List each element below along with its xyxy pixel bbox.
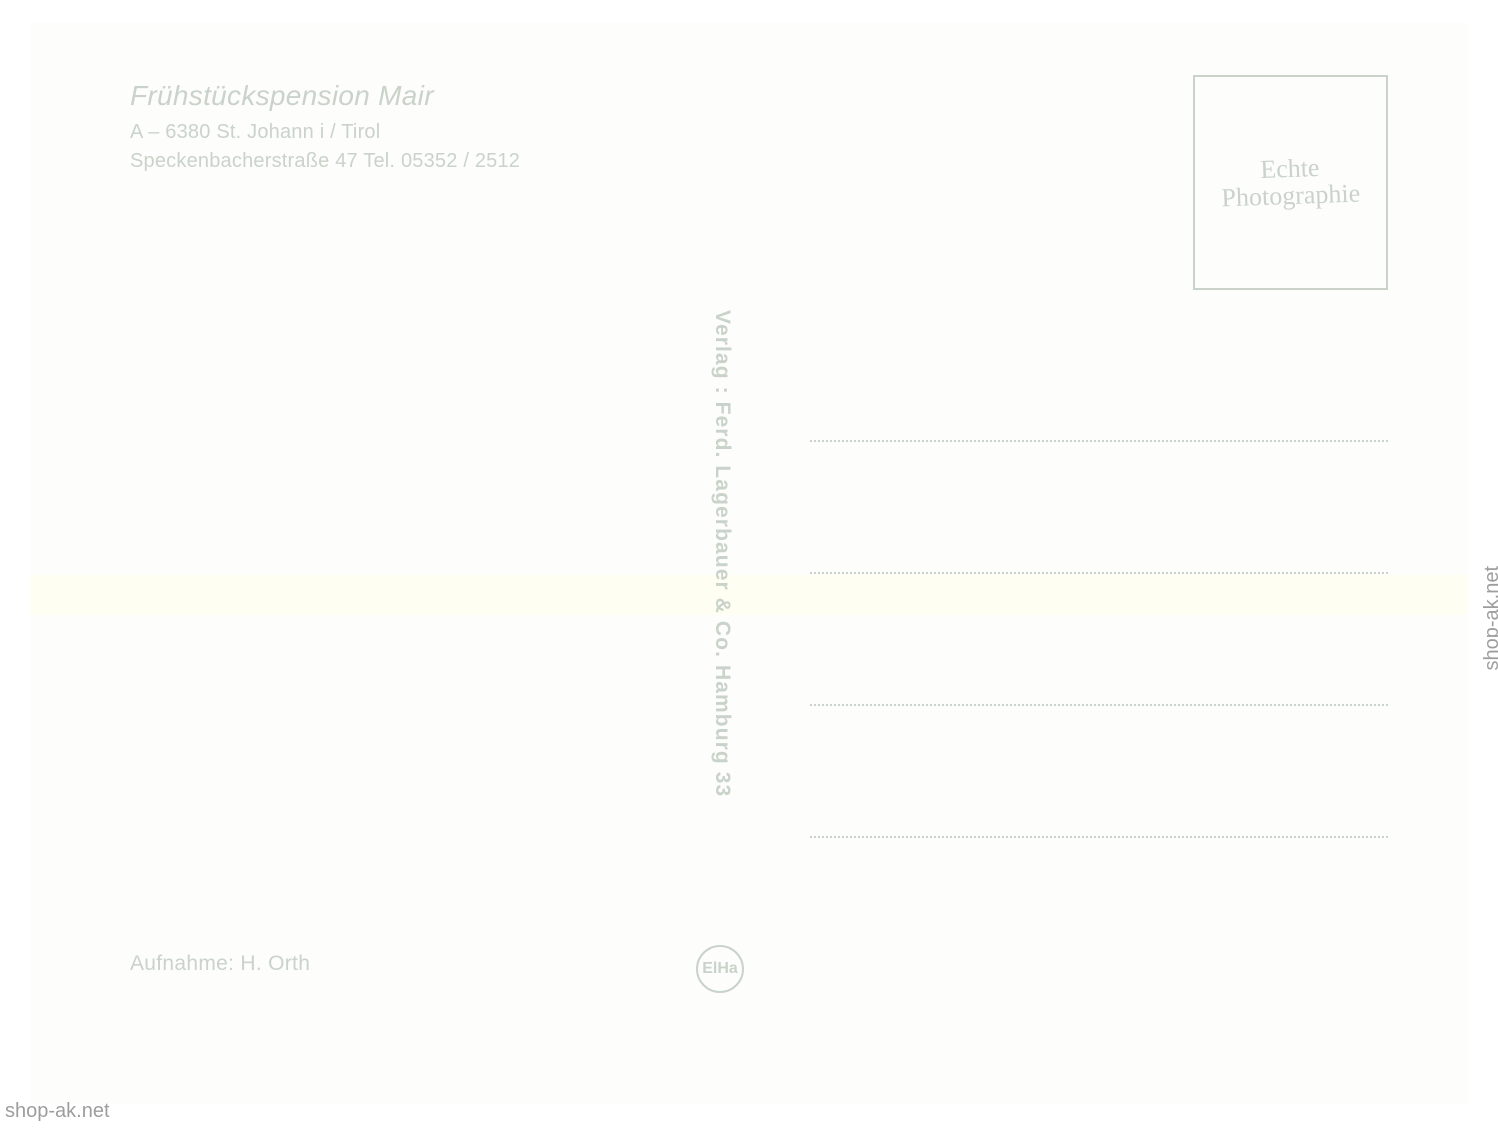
- address-line: [810, 572, 1388, 574]
- address-line: [810, 440, 1388, 442]
- stamp-placeholder-box: Echte Photographie: [1193, 75, 1388, 290]
- photo-credit: Aufnahme: H. Orth: [130, 952, 310, 976]
- publisher-imprint: Verlag : Ferd. Lagerbauer & Co. Hamburg …: [710, 310, 734, 797]
- stamp-text-line-2: Photographie: [1221, 179, 1361, 213]
- scallop-edge-left: [0, 0, 55, 1131]
- stamp-placeholder-text: Echte Photographie: [1220, 153, 1360, 212]
- publisher-logo-text: ElHa: [702, 960, 738, 978]
- sender-title: Frühstückspension Mair: [130, 80, 520, 112]
- watermark-right: shop-ak.net: [1482, 566, 1498, 671]
- address-line: [810, 704, 1388, 706]
- scallop-edge-top: [0, 0, 1498, 40]
- scallop-edge-bottom: [0, 1081, 1498, 1131]
- sender-address-line-1: A – 6380 St. Johann i / Tirol: [130, 118, 520, 147]
- publisher-logo: ElHa: [696, 945, 744, 993]
- sender-address-line-2: Speckenbacherstraße 47 Tel. 05352 / 2512: [130, 147, 520, 176]
- sender-block: Frühstückspension Mair A – 6380 St. Joha…: [130, 80, 520, 176]
- address-lines: [810, 440, 1388, 838]
- watermark-left: shop-ak.net: [5, 1100, 110, 1123]
- publisher-logo-ring: ElHa: [696, 945, 744, 993]
- address-line: [810, 836, 1388, 838]
- postcard-back: Frühstückspension Mair A – 6380 St. Joha…: [0, 0, 1498, 1131]
